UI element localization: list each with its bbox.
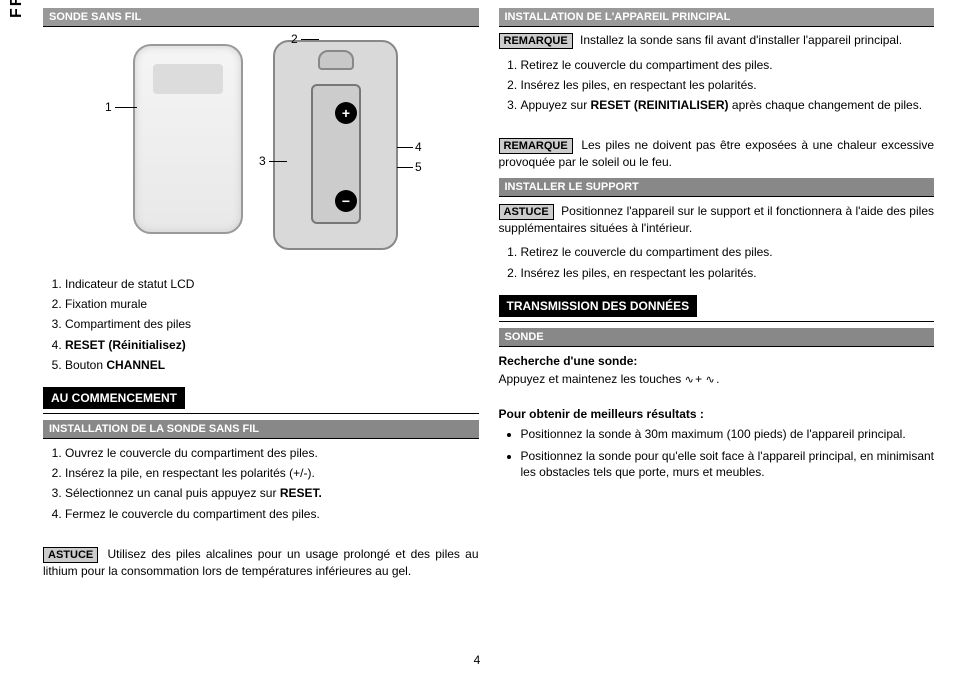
- heading-row-commencement: AU COMMENCEMENT: [43, 387, 479, 414]
- install-sonde-step-3: Sélectionnez un canal puis appuyez sur R…: [65, 485, 479, 501]
- content-columns: SONDE SANS FIL + − 1 2: [35, 0, 954, 673]
- callout-4-label: 4: [415, 140, 422, 154]
- device-back-illustration: [273, 40, 398, 250]
- legend-item-4: RESET (Réinitialisez): [65, 337, 479, 353]
- minus-polarity-icon: −: [335, 190, 357, 212]
- page: FR SONDE SANS FIL + − 1 2: [0, 0, 954, 673]
- callout-5: 5: [415, 160, 422, 174]
- page-number: 4: [474, 653, 481, 667]
- heading-commencement: AU COMMENCEMENT: [43, 387, 185, 409]
- device-figure: + − 1 2 3 4: [43, 32, 479, 270]
- callout-3: 3: [259, 154, 266, 168]
- wall-mount-hole-icon: [318, 50, 354, 70]
- install-app-step-3: Appuyez sur RESET (REINITIALISER) après …: [521, 97, 935, 113]
- legend-item-1: Indicateur de statut LCD: [65, 276, 479, 292]
- astuce-text: Utilisez des piles alcalines pour un usa…: [43, 547, 479, 578]
- right-column: INSTALLATION DE L'APPAREIL PRINCIPAL REM…: [499, 8, 935, 665]
- device-front-illustration: [133, 44, 243, 234]
- heading-install-sonde: INSTALLATION DE LA SONDE SANS FIL: [43, 420, 479, 439]
- language-label: FR: [8, 0, 26, 18]
- install-app-steps: Retirez le couvercle du compartiment des…: [521, 57, 935, 118]
- callout-1-label: 1: [105, 100, 112, 114]
- legend-list: Indicateur de statut LCD Fixation murale…: [65, 276, 479, 377]
- language-tab: FR: [0, 0, 35, 673]
- support-step-1: Retirez le couvercle du compartiment des…: [521, 244, 935, 260]
- support-astuce-paragraph: ASTUCE Positionnez l'appareil sur le sup…: [499, 203, 935, 236]
- install-app-step-1: Retirez le couvercle du compartiment des…: [521, 57, 935, 73]
- bullets-list: Positionnez la sonde à 30m maximum (100 …: [521, 426, 935, 487]
- install-app-step-2: Insérez les piles, en respectant les pol…: [521, 77, 935, 93]
- callout-5-label: 5: [415, 160, 422, 174]
- recherche-title: Recherche d'une sonde:: [499, 353, 935, 369]
- remarque2-paragraph: REMARQUE Les piles ne doivent pas être e…: [499, 137, 935, 170]
- heading-install-app: INSTALLATION DE L'APPAREIL PRINCIPAL: [499, 8, 935, 26]
- install-sonde-steps: Ouvrez le couvercle du compartiment des …: [65, 445, 479, 526]
- callout-2: 2: [291, 32, 298, 46]
- astuce-badge: ASTUCE: [43, 547, 98, 563]
- legend-item-2: Fixation murale: [65, 296, 479, 312]
- meilleurs-title: Pour obtenir de meilleurs résultats :: [499, 406, 935, 422]
- callout-4: 4: [415, 140, 422, 154]
- heading-transmission: TRANSMISSION DES DONNÉES: [499, 295, 698, 317]
- recherche-line: Appuyez et maintenez les touches + .: [499, 371, 935, 388]
- callout-1: 1: [105, 100, 112, 114]
- support-astuce-text: Positionnez l'appareil sur le support et…: [499, 204, 935, 235]
- left-column: SONDE SANS FIL + − 1 2: [43, 8, 479, 665]
- remarque1-paragraph: REMARQUE Installez la sonde sans fil ava…: [499, 32, 935, 49]
- heading-support: INSTALLER LE SUPPORT: [499, 178, 935, 197]
- heading-sonde-sub: SONDE: [499, 328, 935, 347]
- callout-2-label: 2: [291, 32, 298, 46]
- remarque-badge-1: REMARQUE: [499, 33, 573, 49]
- bullet-1: Positionnez la sonde à 30m maximum (100 …: [521, 426, 935, 442]
- install-sonde-step-4: Fermez le couvercle du compartiment des …: [65, 506, 479, 522]
- legend-item-3: Compartiment des piles: [65, 316, 479, 332]
- bullet-2: Positionnez la sonde pour qu'elle soit f…: [521, 448, 935, 480]
- callout-3-label: 3: [259, 154, 266, 168]
- astuce-paragraph: ASTUCE Utilisez des piles alcalines pour…: [43, 546, 479, 579]
- remarque-badge-2: REMARQUE: [499, 138, 573, 154]
- support-step-2: Insérez les piles, en respectant les pol…: [521, 265, 935, 281]
- heading-sonde-sans-fil: SONDE SANS FIL: [43, 8, 479, 26]
- astuce-badge-2: ASTUCE: [499, 204, 554, 220]
- support-steps: Retirez le couvercle du compartiment des…: [521, 244, 935, 284]
- install-sonde-step-2: Insérez la pile, en respectant les polar…: [65, 465, 479, 481]
- remarque1-text: Installez la sonde sans fil avant d'inst…: [580, 33, 902, 47]
- wave-icon-2: [706, 372, 713, 386]
- wave-icon-1: [685, 372, 692, 386]
- install-sonde-step-1: Ouvrez le couvercle du compartiment des …: [65, 445, 479, 461]
- plus-polarity-icon: +: [335, 102, 357, 124]
- legend-item-5: Bouton CHANNEL: [65, 357, 479, 373]
- heading-row-transmission: TRANSMISSION DES DONNÉES: [499, 295, 935, 322]
